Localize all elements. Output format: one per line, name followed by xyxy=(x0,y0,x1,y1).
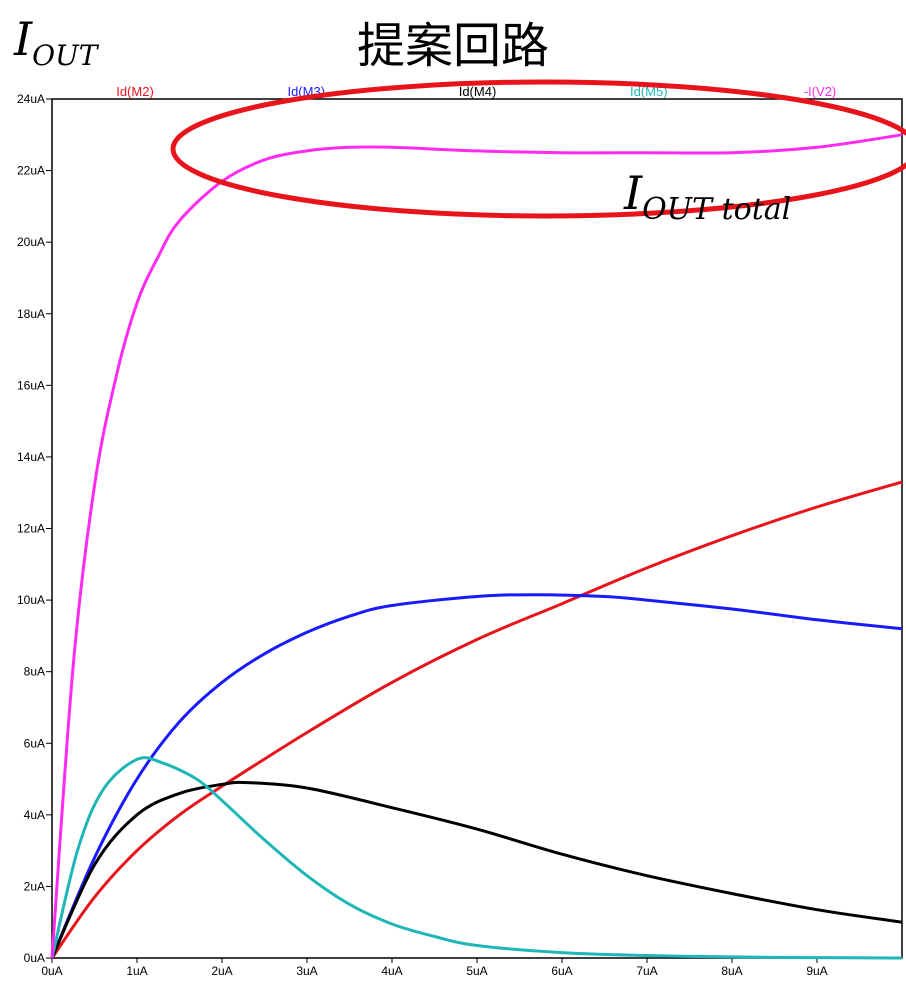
y-tick-label: 14uA xyxy=(17,450,45,464)
iout-total-base: I xyxy=(624,166,643,220)
x-tick-label: 9uA xyxy=(806,964,827,978)
y-tick-label: 10uA xyxy=(17,593,45,607)
x-tick-label: 3uA xyxy=(296,964,317,978)
y-tick-label: 8uA xyxy=(24,665,45,679)
series-line-i-v2 xyxy=(50,133,903,959)
series-line-id-m5 xyxy=(50,756,903,960)
series-lines xyxy=(50,133,903,960)
iout-total-subscript: OUT total xyxy=(642,192,792,228)
x-tick-label: 2uA xyxy=(211,964,232,978)
x-tick-label: 0uA xyxy=(41,964,62,978)
y-tick-label: 4uA xyxy=(24,808,45,822)
x-tick-label: 5uA xyxy=(466,964,487,978)
y-tick-label: 0uA xyxy=(24,951,45,965)
x-tick-label: 6uA xyxy=(551,964,572,978)
y-tick-label: 6uA xyxy=(24,736,45,750)
slide-title: 提案回路 xyxy=(356,18,549,74)
legend-entry: Id(M5) xyxy=(630,84,668,99)
y-tick-label: 12uA xyxy=(17,522,45,536)
series-line-id-m3 xyxy=(50,593,903,959)
highlight-ellipse xyxy=(170,79,906,219)
legend-entry: Id(M2) xyxy=(116,84,154,99)
iout-base: I xyxy=(14,12,33,66)
legend-entry: Id(M4) xyxy=(459,84,497,99)
legend: Id(M2) Id(M3) Id(M4) Id(M5) -I(V2) xyxy=(116,84,836,99)
iout-axis-label: IOUT xyxy=(14,12,97,72)
iout-total-label: IOUT total xyxy=(624,166,791,227)
x-tick-label: 7uA xyxy=(636,964,657,978)
x-tick-label: 1uA xyxy=(126,964,147,978)
y-axis: 0uA 2uA 4uA 6uA 8uA 10uA 12uA 14uA 16uA 18uA 20uA 2… xyxy=(17,92,52,965)
series-line-id-m4 xyxy=(50,780,903,959)
y-tick-label: 2uA xyxy=(24,879,45,893)
y-tick-label: 22uA xyxy=(17,164,45,178)
x-axis: 0uA 1uA 2uA 3uA 4uA 5uA 6uA 7uA 8uA 9uA xyxy=(41,958,828,978)
y-tick-label: 20uA xyxy=(17,235,45,249)
series-line-id-m2 xyxy=(50,480,903,959)
iout-subscript: OUT xyxy=(32,39,98,73)
legend-entry: -I(V2) xyxy=(804,84,837,99)
x-tick-label: 8uA xyxy=(721,964,742,978)
y-tick-label: 24uA xyxy=(17,92,45,106)
y-tick-label: 16uA xyxy=(17,378,45,392)
x-tick-label: 4uA xyxy=(381,964,402,978)
y-tick-label: 18uA xyxy=(17,307,45,321)
